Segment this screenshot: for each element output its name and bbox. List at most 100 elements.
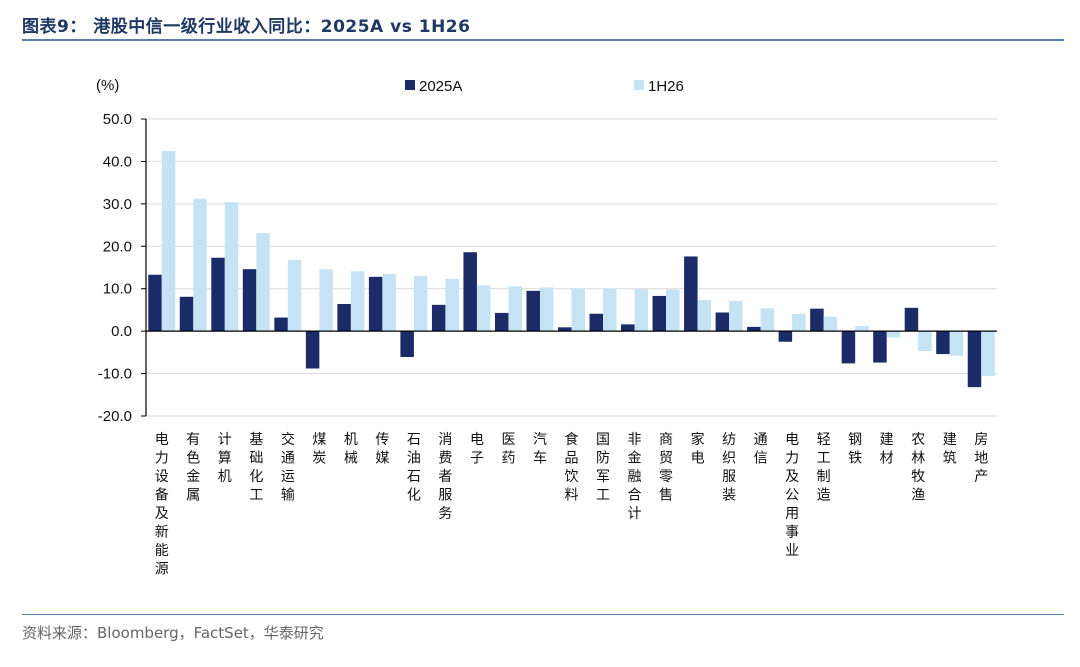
legend-label-1H26: 1H26	[648, 78, 684, 95]
bar-2025A-23	[841, 331, 856, 364]
bar-1H26-13	[539, 287, 554, 332]
bar-2025A-8	[368, 276, 383, 332]
category-label: 非金融合计	[628, 432, 642, 522]
bar-chart: 50.0 40.0 30.0 20.0 10.0 0.0 -10.0 -20.0 电力设备及新…	[96, 77, 997, 578]
source-note: 资料来源：Bloomberg，FactSet，华泰研究	[22, 624, 324, 642]
category-label: 汽车	[533, 432, 547, 467]
bars	[148, 150, 995, 388]
bar-1H26-3	[224, 202, 239, 332]
bar-2025A-16	[621, 324, 635, 332]
bar-2025A-11	[463, 252, 477, 332]
category-label: 传媒	[375, 432, 389, 467]
category-label: 食品饮料	[565, 431, 579, 504]
category-label: 建筑	[943, 432, 957, 467]
figure-title: 图表9： 港股中信一级行业收入同比：2025A vs 1H26	[22, 17, 471, 37]
bar-1H26-23	[855, 326, 869, 332]
bar-1H26-16	[634, 289, 649, 332]
legend-label-2025A: 2025A	[419, 78, 462, 95]
y-axis-ticks: 50.0 40.0 30.0 20.0 10.0 0.0 -10.0 -20.0	[98, 111, 146, 425]
category-label: 基础化工	[249, 431, 263, 504]
category-label: 建材	[880, 432, 894, 467]
y-tick-label: 50.0	[103, 111, 132, 128]
category-label: 国防军工	[596, 432, 610, 504]
bar-2025A-1	[148, 274, 162, 332]
bar-1H26-19	[729, 301, 743, 332]
category-label: 计算机	[218, 432, 232, 485]
category-label: 纺织服装	[722, 432, 736, 504]
y-tick-label: 0.0	[111, 323, 132, 340]
bar-1H26-25	[918, 331, 932, 352]
bar-2025A-17	[652, 295, 667, 332]
bar-2025A-13	[526, 290, 540, 332]
category-label: 医药	[501, 432, 515, 467]
bar-2025A-9	[400, 331, 414, 358]
bar-2025A-5	[274, 317, 288, 332]
bar-2025A-10	[431, 304, 446, 332]
bar-1H26-24	[886, 331, 901, 338]
gridlines	[146, 118, 997, 417]
bar-2025A-2	[179, 296, 194, 332]
y-tick-label: -10.0	[98, 366, 132, 383]
footer-divider	[22, 614, 1064, 615]
bar-1H26-22	[823, 316, 838, 332]
axes	[145, 119, 997, 416]
bar-2025A-18	[684, 256, 698, 332]
bar-1H26-11	[476, 285, 491, 332]
bar-1H26-18	[697, 300, 712, 332]
category-label: 家电	[691, 431, 705, 467]
category-label: 轻工制造	[817, 432, 831, 504]
bar-1H26-7	[350, 271, 365, 332]
bar-2025A-19	[715, 312, 730, 332]
bar-2025A-25	[904, 307, 919, 332]
category-label: 石油石化	[407, 432, 421, 504]
bar-1H26-20	[760, 308, 775, 332]
bar-1H26-5	[287, 259, 302, 332]
category-label: 电力设备及新能源	[155, 432, 169, 578]
bar-1H26-8	[382, 273, 396, 332]
bar-2025A-20	[747, 326, 761, 332]
y-tick-label: 20.0	[103, 238, 132, 255]
bar-2025A-26	[936, 331, 950, 355]
bar-2025A-14	[558, 327, 572, 332]
y-tick-label: 30.0	[103, 196, 132, 213]
category-label: 商贸零售	[659, 432, 673, 504]
y-tick-label: 40.0	[103, 153, 132, 170]
bar-2025A-6	[305, 331, 320, 369]
bar-1H26-10	[445, 278, 459, 332]
bar-1H26-17	[666, 289, 680, 332]
title-divider	[22, 39, 1064, 41]
bar-1H26-15	[603, 288, 617, 332]
category-label: 煤炭	[312, 432, 326, 467]
category-label: 交通运输	[281, 431, 295, 504]
legend-swatch-2025A	[405, 80, 415, 90]
bar-2025A-7	[337, 303, 351, 332]
bar-2025A-27	[967, 331, 982, 388]
bar-2025A-3	[211, 257, 225, 332]
bar-1H26-2	[193, 198, 207, 332]
y-tick-label: -20.0	[98, 408, 132, 425]
bar-2025A-21	[778, 331, 793, 342]
bar-1H26-21	[792, 313, 806, 332]
category-label: 电子	[470, 432, 484, 467]
bar-1H26-9	[413, 275, 428, 332]
category-label: 消费者服务	[438, 432, 452, 522]
bar-1H26-1	[161, 150, 176, 332]
bar-1H26-12	[508, 286, 522, 332]
bar-1H26-27	[981, 331, 995, 377]
category-label: 钢铁	[848, 432, 862, 467]
bar-1H26-26	[949, 331, 964, 356]
bar-1H26-14	[571, 288, 585, 332]
category-label: 电力及公用事业	[785, 432, 799, 559]
bar-2025A-12	[494, 312, 509, 332]
category-label: 机械	[344, 432, 358, 467]
category-label: 通信	[754, 432, 768, 467]
bar-2025A-4	[242, 269, 257, 332]
legend: 2025A 1H26	[405, 78, 684, 95]
category-label: 有色金属	[186, 432, 200, 504]
y-axis-unit-label: (%)	[96, 77, 119, 94]
legend-swatch-1H26	[634, 80, 644, 90]
bar-2025A-22	[810, 308, 824, 332]
category-label: 房地产	[974, 432, 988, 485]
bar-2025A-24	[873, 331, 887, 363]
